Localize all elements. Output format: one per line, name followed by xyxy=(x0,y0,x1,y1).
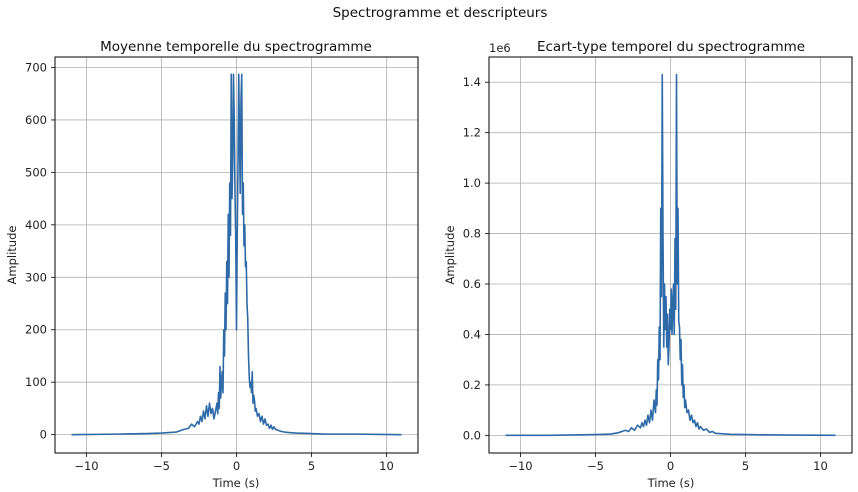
x-tick-label: 0 xyxy=(233,459,240,473)
x-tick-label: 10 xyxy=(379,459,394,473)
chart-left-title: Moyenne temporelle du spectrogramme xyxy=(100,39,372,55)
x-tick-label: 5 xyxy=(308,459,315,473)
y-tick-label: 1.4 xyxy=(463,75,481,89)
y-tick-label: 700 xyxy=(25,60,47,74)
x-tick-label: 5 xyxy=(742,459,749,473)
x-tick-label: −10 xyxy=(508,459,532,473)
y-tick-label: 200 xyxy=(25,323,47,337)
chart-right-grid xyxy=(489,57,852,453)
chart-right-offset-label: 1e6 xyxy=(489,41,511,55)
series-line xyxy=(505,73,836,437)
chart-left-plot-area xyxy=(71,73,402,436)
y-tick-label: 0 xyxy=(40,428,47,442)
y-tick-label: 100 xyxy=(25,375,47,389)
chart-right-plot-area xyxy=(505,73,836,437)
chart-right-ticks: −10 −5 0 5 10 0.0 0.2 0.4 0.6 0.8 1.0 1.2 1.4 xyxy=(463,75,828,473)
x-tick-label: −5 xyxy=(587,459,604,473)
chart-right-frame xyxy=(488,56,853,454)
chart-right-xlabel: Time (s) xyxy=(647,476,695,490)
y-tick-label: 0.8 xyxy=(463,227,481,241)
y-tick-label: 0.6 xyxy=(463,277,481,291)
series-line xyxy=(71,73,402,436)
y-tick-label: 400 xyxy=(25,218,47,232)
chart-right-ylabel: Amplitude xyxy=(443,226,457,285)
y-tick-label: 0.2 xyxy=(463,378,481,392)
y-tick-label: 300 xyxy=(25,270,47,284)
y-tick-label: 500 xyxy=(25,165,47,179)
figure-suptitle: Spectrogramme et descripteurs xyxy=(333,5,548,21)
y-tick-label: 600 xyxy=(25,113,47,127)
x-tick-label: −10 xyxy=(74,459,98,473)
chart-left-frame xyxy=(54,56,419,454)
chart-left-ylabel: Amplitude xyxy=(5,226,19,285)
y-tick-label: 0.0 xyxy=(463,428,481,442)
y-tick-label: 1.0 xyxy=(463,176,481,190)
chart-left-xlabel: Time (s) xyxy=(212,476,260,490)
x-tick-label: 0 xyxy=(667,459,674,473)
chart-right-title: Ecart-type temporel du spectrogramme xyxy=(537,39,805,55)
y-tick-label: 0.4 xyxy=(463,327,481,341)
x-tick-label: −5 xyxy=(153,459,170,473)
y-tick-label: 1.2 xyxy=(463,126,481,140)
chart-right: Ecart-type temporel du spectrogramme −10… xyxy=(443,39,853,490)
x-tick-label: 10 xyxy=(813,459,828,473)
chart-left: Moyenne temporelle du spectrogramme −10 −… xyxy=(5,39,419,490)
